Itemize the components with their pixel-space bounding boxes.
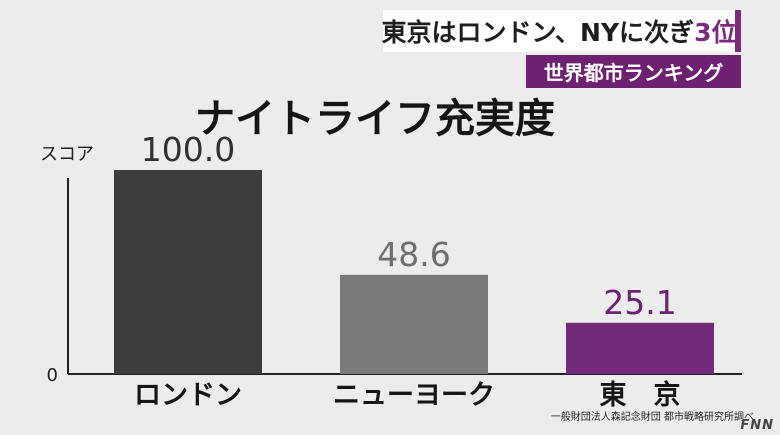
bar: [114, 170, 262, 374]
subheadline: 世界都市ランキング: [543, 61, 724, 85]
category-label: 東 京: [600, 379, 681, 411]
data-label: 100.0: [141, 130, 235, 169]
source-note: 一般財団法人森記念財団 都市戦略研究所調べ: [550, 412, 754, 423]
headline-banner: 東京はロンドン、NYに次ぎ3位: [382, 10, 741, 52]
category-label: ロンドン: [134, 380, 242, 411]
data-label: 25.1: [603, 283, 676, 322]
data-label: 48.6: [377, 235, 450, 274]
fnn-logo: FNN: [740, 418, 774, 433]
y-axis-label: スコア: [40, 144, 94, 165]
plot-area: スコア 0 100.0 ロンドン 48.6 ニューヨーク 25.1 東 京: [40, 130, 742, 411]
headline-main: 東京はロンドン、NYに次ぎ: [381, 18, 695, 47]
subheadline-banner: 世界都市ランキング: [526, 55, 741, 88]
headline: 東京はロンドン、NYに次ぎ3位: [382, 13, 737, 49]
bar: [340, 274, 488, 374]
headline-accent: 3位: [694, 18, 737, 47]
chart-title: ナイトライフ充実度: [195, 96, 555, 142]
y-tick-label: 0: [47, 365, 58, 386]
bar: [566, 322, 714, 374]
category-label: ニューヨーク: [333, 380, 495, 411]
